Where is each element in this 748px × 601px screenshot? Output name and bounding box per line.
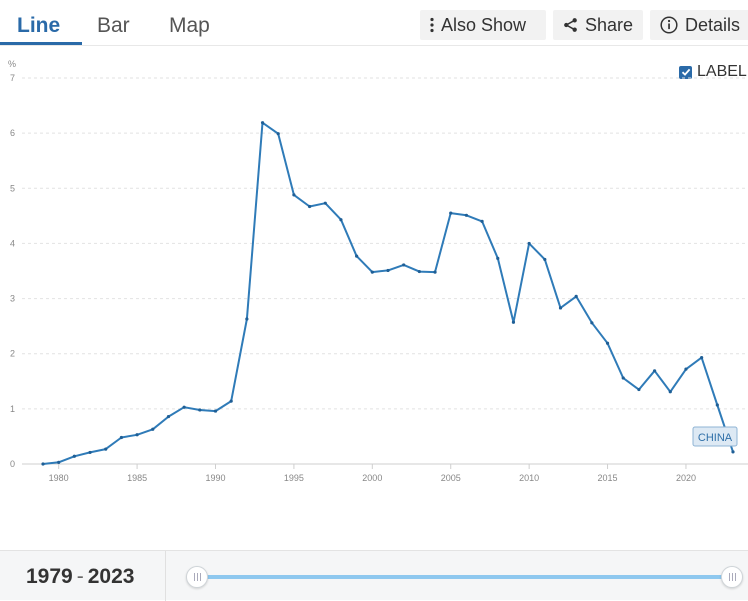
data-point[interactable] [715,403,719,407]
share-label: Share [584,14,633,35]
data-point[interactable] [276,132,280,136]
y-tick-label: 0 [10,459,15,469]
x-tick-label: 2005 [441,473,461,483]
range-end: 2023 [87,565,135,588]
x-tick-label: 2020 [676,473,696,483]
data-point[interactable] [292,193,296,197]
y-tick-label: 3 [10,294,15,304]
data-point[interactable] [684,367,688,371]
range-separator: - [76,565,84,588]
y-tick-label: 4 [10,238,15,248]
data-point[interactable] [41,462,45,466]
data-point[interactable] [135,433,139,437]
data-point[interactable] [402,263,406,267]
data-point[interactable] [574,294,578,298]
footer-divider [165,551,166,601]
data-point[interactable] [637,387,641,392]
info-icon [660,16,678,34]
data-point[interactable] [260,121,265,125]
tab-bar[interactable]: Bar [97,14,130,37]
data-point[interactable] [731,450,735,454]
data-point[interactable] [307,204,312,209]
x-tick-label: 2010 [519,473,539,483]
tab-map[interactable]: Map [169,14,210,37]
data-point[interactable] [229,399,233,403]
line-chart: % 0 1 2 3 4 5 6 7 1980 1985 1990 1995 2000 2005 2010 2… [8,59,748,483]
active-tab-indicator [0,42,82,45]
x-tick-label: 1980 [49,473,69,483]
grip-icon [193,573,201,581]
data-point[interactable] [464,213,469,217]
y-tick-label: 5 [10,183,15,193]
range-slider-start-handle[interactable] [186,566,208,588]
label-toggle[interactable]: LABEL [679,63,747,81]
tab-line[interactable]: Line [17,14,61,37]
y-tick-label: 2 [10,349,15,359]
x-tick-label: 2015 [598,473,618,483]
data-point[interactable] [213,409,218,413]
y-unit-label: % [8,59,16,69]
checkmark-icon [681,68,690,76]
data-point[interactable] [323,201,327,205]
data-point[interactable] [527,241,531,246]
also-show-label: Also Show [441,14,527,35]
data-point[interactable] [104,447,108,451]
label-checkbox[interactable] [679,65,692,79]
data-point[interactable] [119,435,124,440]
x-tick-label: 1990 [205,473,225,483]
data-point[interactable] [355,254,359,258]
data-point[interactable] [386,268,390,273]
data-point[interactable] [198,408,202,412]
data-point[interactable] [621,376,625,380]
series-line-china [42,121,734,465]
x-tick-label: 1985 [127,473,147,483]
data-point[interactable] [151,427,155,431]
data-point[interactable] [370,270,374,274]
y-tick-label: 1 [10,404,15,414]
x-tick-label: 2000 [362,473,382,483]
data-point[interactable] [700,355,704,360]
series-label-text: CHINA [698,432,733,444]
data-point[interactable] [605,341,610,345]
x-tick-label: 1995 [284,473,304,483]
vertical-dots-icon [430,17,434,33]
range-slider-end-handle[interactable] [721,566,743,588]
year-range-display: 1979-2023 [26,565,134,589]
data-point[interactable] [480,219,484,223]
data-point[interactable] [88,450,92,455]
data-point[interactable] [166,414,171,419]
data-point[interactable] [668,390,672,394]
data-point[interactable] [339,218,343,222]
share-button[interactable]: Share [553,10,643,40]
data-point[interactable] [57,460,61,464]
data-point[interactable] [496,256,500,260]
data-point[interactable] [182,405,186,409]
year-range-slider-track[interactable] [196,575,732,579]
series-label-china: CHINA [692,426,738,447]
data-point[interactable] [543,257,547,262]
data-point[interactable] [558,306,563,310]
also-show-button[interactable]: Also Show [420,10,546,40]
data-point[interactable] [417,269,421,274]
header-divider [0,45,748,46]
y-tick-label: 6 [10,128,15,138]
data-point[interactable] [245,317,249,321]
data-point[interactable] [449,211,453,215]
year-range-footer: 1979-2023 [0,550,748,601]
data-point[interactable] [652,369,657,373]
y-tick-label: 7 [10,73,15,83]
data-point[interactable] [433,270,437,274]
label-toggle-text: LABEL [697,63,747,80]
data-point[interactable] [72,454,76,458]
range-start: 1979 [26,565,73,588]
details-button[interactable]: Details [650,10,748,40]
data-point[interactable] [590,321,594,325]
data-point[interactable] [511,320,516,324]
details-label: Details [685,14,741,35]
share-icon [564,18,577,32]
grip-icon [728,573,736,581]
